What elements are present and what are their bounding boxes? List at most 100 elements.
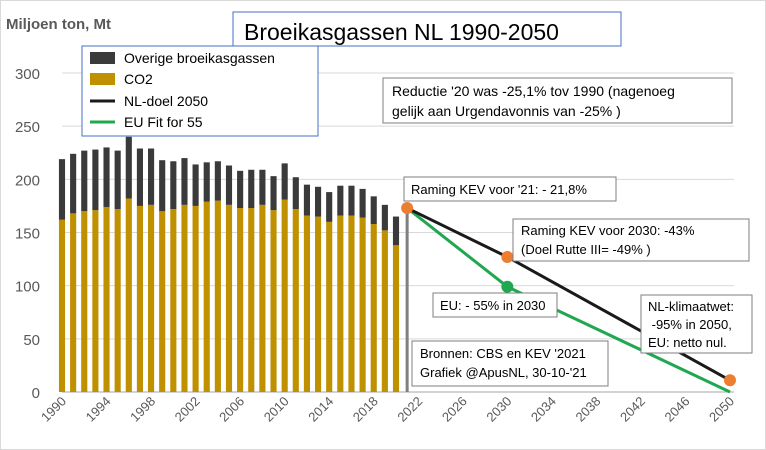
bar-co2-2001 bbox=[181, 204, 188, 392]
bar-overige-2013 bbox=[315, 186, 322, 217]
annotation-raming-2021: Raming KEV voor '21: - 21,8% bbox=[403, 176, 617, 202]
bar-co2-1990 bbox=[58, 219, 66, 392]
bar-overige-2012 bbox=[303, 184, 310, 216]
bar-co2-1991 bbox=[70, 213, 77, 392]
bar-overige-2004 bbox=[214, 161, 221, 201]
annotation-nl-klimaatwet-line-2: -95% in 2050, bbox=[648, 317, 732, 332]
bar-co2-1993 bbox=[92, 210, 99, 392]
bar-co2-2002 bbox=[192, 205, 199, 392]
bar-co2-2018 bbox=[370, 223, 377, 392]
bar-overige-1993 bbox=[92, 149, 99, 211]
bar-overige-2019 bbox=[381, 204, 388, 231]
y-axis-ticks: 0 50 100 150 200 250 300 bbox=[15, 66, 40, 402]
annotation-reductie-line-1: Reductie '20 was -25,1% tov 1990 (nageno… bbox=[392, 83, 675, 99]
bar-co2-1996 bbox=[125, 198, 132, 392]
bar-overige-2011 bbox=[292, 177, 299, 210]
bar-overige-2010 bbox=[281, 163, 288, 200]
bar-co2-2012 bbox=[303, 215, 310, 392]
annotation-nl-klimaatwet: NL-klimaatwet: -95% in 2050, EU: netto n… bbox=[640, 294, 753, 354]
bar-overige-2015 bbox=[337, 185, 344, 216]
bar-overige-1992 bbox=[81, 150, 88, 212]
bar-co2-2013 bbox=[315, 216, 322, 392]
target-markers bbox=[401, 202, 736, 387]
bar-co2-2006 bbox=[237, 208, 244, 392]
bar-overige-2006 bbox=[237, 170, 244, 209]
marker-2030-99 bbox=[501, 280, 514, 293]
annotation-raming-2021-line-1: Raming KEV voor '21: - 21,8% bbox=[411, 182, 587, 197]
marker-2050-11 bbox=[724, 374, 736, 387]
bar-co2-2009 bbox=[270, 210, 277, 392]
bar-overige-2014 bbox=[326, 192, 333, 222]
bar-overige-1995 bbox=[114, 150, 121, 210]
bar-co2-2011 bbox=[292, 209, 299, 392]
bar-overige-2001 bbox=[181, 158, 188, 205]
bar-co2-1995 bbox=[114, 209, 121, 392]
bar-co2-2019 bbox=[381, 230, 388, 392]
annotation-raming-2030-line-2: (Doel Rutte III= -49% ) bbox=[521, 242, 651, 257]
y-tick-label: 200 bbox=[15, 172, 40, 189]
bar-co2-1997 bbox=[136, 205, 143, 392]
annotation-reductie-line-2: gelijk aan Urgendavonnis van -25% ) bbox=[392, 103, 621, 119]
legend-swatch-overige bbox=[90, 52, 115, 64]
bar-overige-2016 bbox=[348, 185, 355, 216]
bar-overige-1996 bbox=[125, 136, 132, 199]
bar-overige-2020 bbox=[392, 216, 400, 246]
y-tick-label: 0 bbox=[32, 385, 40, 402]
legend-label-overige: Overige broeikasgassen bbox=[124, 50, 275, 66]
bar-co2-2004 bbox=[214, 200, 221, 392]
annotation-eu-2030-line-1: EU: - 55% in 2030 bbox=[440, 298, 546, 313]
bar-co2-2017 bbox=[359, 217, 366, 392]
y-tick-label: 50 bbox=[23, 332, 40, 349]
bar-overige-2008 bbox=[259, 169, 266, 205]
bar-overige-2005 bbox=[225, 165, 233, 205]
y-tick-label: 100 bbox=[15, 279, 40, 296]
bar-overige-1999 bbox=[159, 160, 166, 212]
annotation-eu-2030: EU: - 55% in 2030 bbox=[432, 292, 558, 318]
bar-overige-1990 bbox=[58, 159, 66, 220]
bar-co2-2010 bbox=[281, 199, 288, 392]
chart-title: Broeikasgassen NL 1990-2050 bbox=[244, 19, 559, 45]
legend-label-co2: CO2 bbox=[124, 71, 153, 87]
annotation-nl-klimaatwet-line-3: EU: netto nul. bbox=[648, 335, 727, 350]
annotation-reductie: Reductie '20 was -25,1% tov 1990 (nageno… bbox=[382, 77, 733, 124]
y-tick-label: 250 bbox=[15, 119, 40, 136]
bar-overige-1998 bbox=[148, 148, 155, 205]
annotation-raming-2030-line-1: Raming KEV voor 2030: -43% bbox=[521, 223, 695, 238]
bar-overige-1991 bbox=[70, 153, 77, 214]
legend: Overige broeikasgassen CO2 NL-doel 2050 … bbox=[81, 45, 319, 137]
bar-co2-2008 bbox=[259, 204, 266, 392]
marker-2021-173 bbox=[401, 202, 414, 215]
annotation-raming-2030: Raming KEV voor 2030: -43% (Doel Rutte I… bbox=[512, 218, 750, 262]
annotation-bronnen-line-2: Grafiek @ApusNL, 30-10-'21 bbox=[420, 365, 587, 380]
legend-label-nl-doel: NL-doel 2050 bbox=[124, 93, 208, 109]
bar-co2-2007 bbox=[248, 208, 255, 392]
bar-co2-2016 bbox=[348, 215, 355, 392]
bar-overige-2000 bbox=[170, 161, 177, 210]
bar-co2-2014 bbox=[326, 221, 333, 392]
bar-overige-2003 bbox=[203, 162, 210, 202]
bar-co2-1992 bbox=[81, 211, 88, 392]
title-box: Broeikasgassen NL 1990-2050 bbox=[232, 11, 622, 47]
legend-swatch-co2 bbox=[90, 73, 115, 85]
bar-co2-2015 bbox=[337, 215, 344, 392]
bar-overige-2018 bbox=[370, 196, 377, 224]
marker-2030-127 bbox=[501, 250, 514, 263]
legend-label-eu: EU Fit for 55 bbox=[124, 114, 203, 130]
bars bbox=[58, 136, 400, 392]
bar-co2-2005 bbox=[225, 204, 233, 392]
bar-co2-1994 bbox=[103, 206, 110, 392]
y-tick-label: 150 bbox=[15, 226, 40, 243]
bar-co2-2003 bbox=[203, 201, 210, 392]
bar-co2-2020 bbox=[392, 245, 400, 392]
annotation-bronnen: Bronnen: CBS en KEV '2021 Grafiek @ApusN… bbox=[411, 340, 609, 387]
bar-co2-1999 bbox=[159, 211, 166, 392]
bar-co2-1998 bbox=[148, 204, 155, 392]
bar-overige-1997 bbox=[136, 148, 143, 206]
annotation-bronnen-line-1: Bronnen: CBS en KEV '2021 bbox=[420, 346, 586, 361]
y-axis-label: Miljoen ton, Mt bbox=[6, 16, 111, 33]
y-tick-label: 300 bbox=[15, 66, 40, 83]
bar-overige-2002 bbox=[192, 164, 199, 206]
bar-co2-2000 bbox=[170, 209, 177, 392]
bar-overige-2017 bbox=[359, 188, 366, 218]
annotation-nl-klimaatwet-line-1: NL-klimaatwet: bbox=[648, 299, 734, 314]
